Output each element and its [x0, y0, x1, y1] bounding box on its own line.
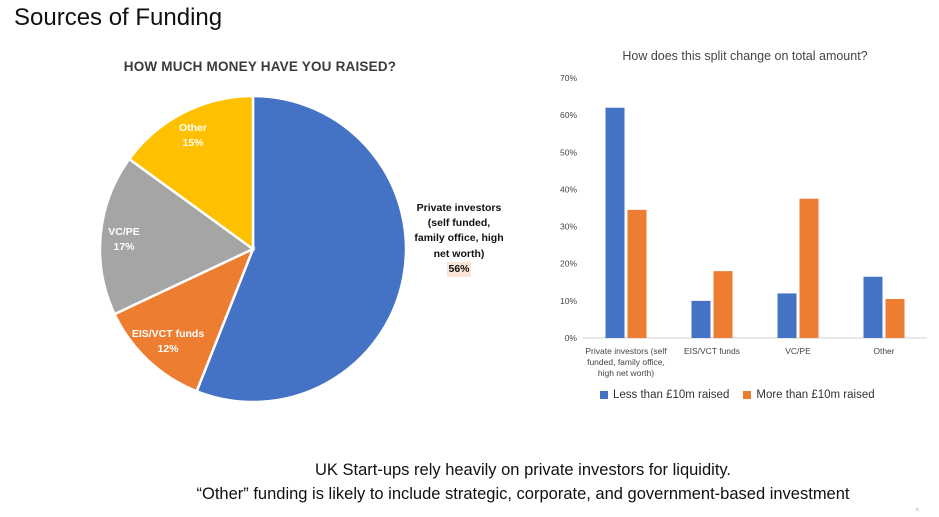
page-title: Sources of Funding [14, 4, 223, 31]
footer-line-1: UK Start-ups rely heavily on private inv… [314, 461, 732, 479]
pie-slice-label: Private investors (self funded, family off… [404, 201, 514, 278]
pie-slice-label: EIS/VCT funds 12% [123, 327, 213, 357]
y-tick-label: 30% [560, 222, 577, 232]
pie-slice-percent: 56% [447, 261, 471, 278]
y-tick-label: 50% [560, 147, 577, 157]
pie-slice-label-line: (self funded, [427, 217, 491, 230]
pie-slice-percent: 17% [113, 241, 135, 254]
y-tick-label: 60% [560, 110, 577, 120]
x-tick-label: Other [873, 346, 894, 356]
legend-swatch-orange [743, 391, 752, 399]
legend-label: More than £10m raised [756, 389, 875, 401]
legend-item-more-than-10m: More than £10m raised [743, 389, 875, 401]
bar [777, 293, 797, 338]
pie-slice-label-line: Private investors [416, 202, 502, 214]
pie-slice-label-line: EIS/VCT funds [131, 328, 205, 340]
pie-slice-label: Other 15% [163, 121, 223, 151]
pie-slice-label: VC/PE 17% [94, 225, 154, 255]
x-tick-label: EIS/VCT funds [684, 346, 740, 356]
pie-slice-label-line: family office, high [414, 232, 504, 245]
bar [885, 299, 905, 338]
y-tick-label: 0% [565, 333, 578, 343]
x-tick-label: VC/PE [785, 346, 811, 356]
corner-mark: ᶜ [916, 506, 919, 515]
x-tick-label: Private investors (self funded, family of… [585, 346, 667, 378]
bar [799, 198, 819, 338]
pie-slice-label-line: Other [178, 122, 207, 134]
y-tick-label: 20% [560, 259, 577, 269]
pie-slice [195, 94, 408, 404]
legend-swatch-blue [600, 391, 608, 399]
pie-chart-title: HOW MUCH MONEY HAVE YOU RAISED? [123, 59, 397, 74]
bar [605, 107, 625, 338]
footer-line-2: “Other” funding is likely to include str… [196, 484, 850, 503]
legend-label: Less than £10m raised [613, 389, 730, 401]
legend-item-less-than-10m: Less than £10m raised [600, 389, 729, 401]
bar [627, 209, 647, 338]
y-tick-label: 70% [560, 73, 577, 83]
pie-slice [127, 94, 255, 252]
bar-chart-title: How does this split change on total amou… [622, 49, 868, 63]
pie-slice-label-line: net worth) [433, 247, 485, 260]
y-tick-label: 40% [560, 184, 577, 194]
pie-slice [98, 157, 256, 316]
footer-text: UK Start-ups rely heavily on private inv… [0, 459, 939, 507]
pie-slice-percent: 12% [157, 343, 179, 356]
bar [691, 300, 711, 338]
y-tick-label: 10% [560, 296, 577, 306]
bar [863, 276, 883, 338]
bar-legend: Less than £10m raised More than £10m rai… [600, 389, 875, 401]
pie-slice-label-line: VC/PE [108, 226, 140, 238]
pie-slice [112, 246, 256, 393]
pie-slice-percent: 15% [182, 137, 204, 150]
bar [713, 271, 733, 338]
